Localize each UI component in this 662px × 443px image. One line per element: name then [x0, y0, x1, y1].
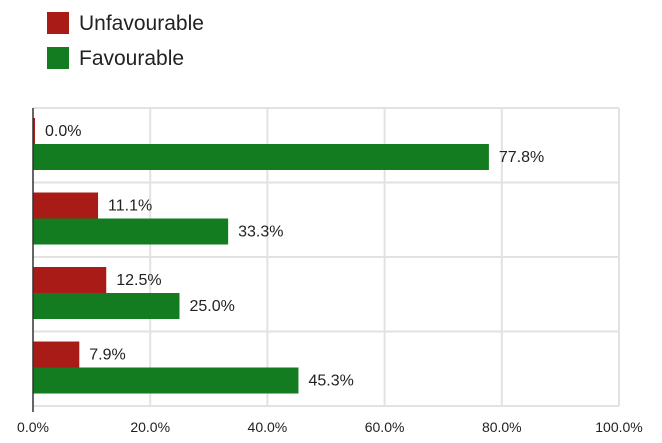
x-axis: 0.0% 20.0% 40.0% 60.0% 80.0% 100.0% [17, 108, 643, 435]
value-label-layer: 0.0% 77.8% 11.1% 33.3% 12.5% 25.0% 7.9% 45.3% [45, 123, 544, 390]
data-label-favourable: 77.8% [499, 149, 544, 166]
data-label-unfavourable: 7.9% [89, 347, 125, 364]
legend-swatch-unfavourable [47, 12, 69, 34]
legend-label-unfavourable: Unfavourable [79, 12, 204, 35]
data-label-unfavourable: 12.5% [116, 272, 161, 289]
x-tick-label: 80.0% [482, 419, 522, 435]
bar-layer [33, 118, 489, 394]
bar-unfavourable [33, 267, 107, 293]
data-label-favourable: 33.3% [238, 224, 283, 241]
bar-unfavourable [33, 192, 99, 219]
data-label-unfavourable: 11.1% [108, 198, 152, 215]
data-label-favourable: 45.3% [308, 373, 353, 390]
legend-swatch-favourable [47, 47, 69, 69]
bar-unfavourable [33, 341, 80, 368]
bar-favourable [33, 367, 299, 394]
data-label-favourable: 25.0% [190, 298, 235, 315]
x-tick-label: 60.0% [365, 419, 405, 435]
bar-unfavourable [33, 118, 35, 144]
x-tick-label: 0.0% [17, 419, 49, 435]
x-tick-label: 40.0% [248, 419, 288, 435]
bar-favourable [33, 293, 180, 319]
x-tick-label: 100.0% [595, 419, 642, 435]
data-label-unfavourable: 0.0% [45, 123, 81, 140]
grid-layer [33, 107, 620, 407]
x-tick-label: 20.0% [130, 419, 170, 435]
bar-favourable [33, 218, 229, 245]
bar-favourable [33, 144, 489, 170]
legend-label-favourable: Favourable [79, 47, 185, 70]
